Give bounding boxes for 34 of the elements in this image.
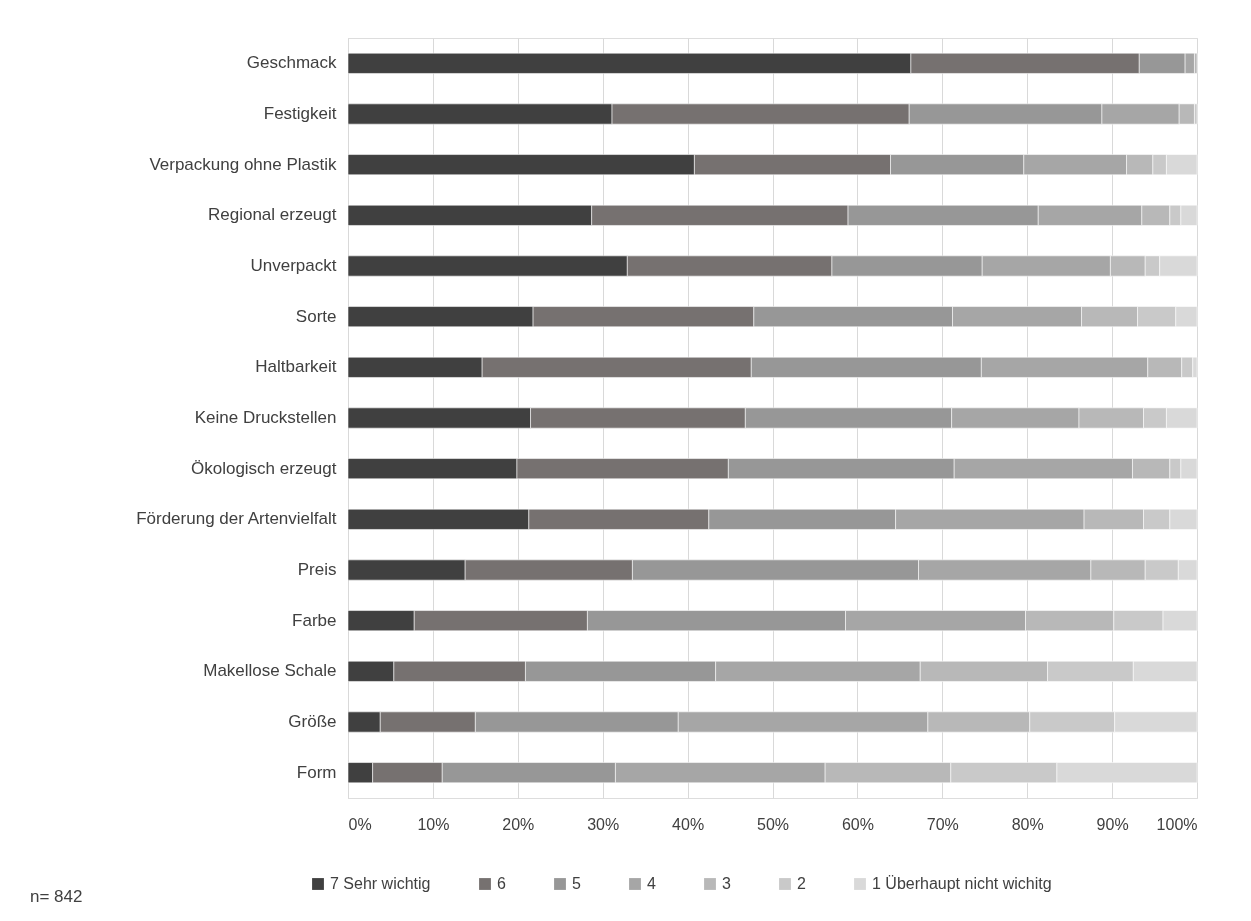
y-tick-label: Förderung der Artenvielfalt xyxy=(136,509,337,529)
x-tick-label: 30% xyxy=(587,815,620,833)
legend-label: 7 Sehr wichtig xyxy=(330,875,431,892)
legend-label: 2 xyxy=(797,875,806,892)
y-tick-label: Ökologisch erzeugt xyxy=(190,458,337,478)
legend-label: 1 Überhaupt nicht wichitg xyxy=(872,875,1052,892)
x-tick-label: 10% xyxy=(417,815,450,833)
x-tick-label: 50% xyxy=(756,815,790,833)
legend-label: 3 xyxy=(722,875,731,892)
y-tick-label: Festigkeit xyxy=(263,104,337,123)
y-tick-label: Form xyxy=(296,762,337,782)
x-tick-label: 60% xyxy=(841,815,874,833)
y-tick-label: Makellose Schale xyxy=(203,661,337,681)
x-tick-label: 20% xyxy=(502,815,535,833)
x-tick-label: 90% xyxy=(1096,815,1129,833)
y-tick-label: Regional erzeugt xyxy=(207,205,337,225)
text: n= 842 xyxy=(30,887,83,906)
y-tick-label: Sorte xyxy=(295,306,337,326)
y-tick-label: Keine Druckstellen xyxy=(194,408,337,427)
x-tick-label: 0% xyxy=(348,815,372,833)
y-tick-label: Größe xyxy=(288,712,337,731)
x-tick-label: 70% xyxy=(926,815,959,833)
legend-label: 5 xyxy=(572,875,581,892)
y-tick-label: Preis xyxy=(297,560,337,579)
legend-label: 4 xyxy=(647,875,656,892)
x-tick-label: 80% xyxy=(1011,815,1044,833)
x-tick-label: 40% xyxy=(672,815,705,833)
y-tick-label: Haltbarkeit xyxy=(255,357,337,377)
y-tick-label: Unverpackt xyxy=(250,256,337,275)
legend-label: 6 xyxy=(497,875,506,892)
x-tick-label: 100% xyxy=(1156,815,1198,833)
y-tick-label: Verpackung ohne Plastik xyxy=(149,154,337,174)
y-tick-label: Farbe xyxy=(292,610,337,630)
y-tick-label: Geschmack xyxy=(246,53,337,73)
